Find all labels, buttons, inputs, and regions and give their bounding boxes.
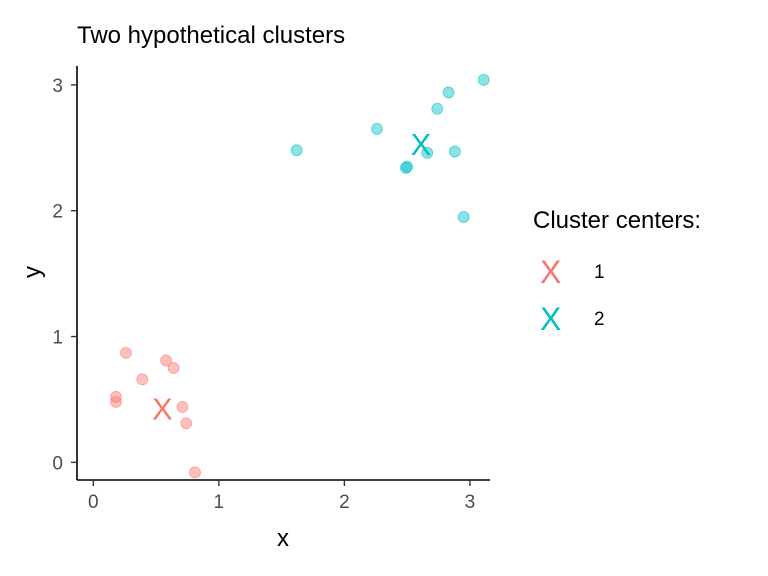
chart-title: Two hypothetical clusters: [77, 22, 346, 49]
data-point: [457, 211, 470, 223]
data-point: [371, 123, 383, 135]
legend-x-icon: X: [540, 254, 562, 290]
data-point: [110, 391, 122, 403]
data-point: [180, 417, 193, 430]
y-tick-label: 2: [52, 202, 63, 223]
cluster-center-marker: X: [411, 127, 432, 162]
centers-layer: XX: [152, 127, 432, 426]
x-tick-label: 1: [214, 492, 225, 513]
data-point: [477, 73, 490, 86]
data-point: [110, 396, 122, 408]
data-point: [167, 362, 180, 374]
data-point: [189, 466, 201, 479]
legend-x-icon: X: [540, 301, 562, 337]
y-axis-label: y: [19, 266, 46, 278]
y-tick-label: 0: [52, 453, 63, 474]
data-point: [160, 354, 173, 367]
data-point: [290, 144, 303, 157]
data-point: [431, 102, 444, 115]
x-tick-label: 0: [88, 492, 99, 513]
data-point: [401, 160, 414, 173]
cluster-center-marker: X: [152, 391, 173, 426]
y-axis-ticks: 0 1 2 3: [52, 76, 77, 474]
x-axis-label: x: [277, 525, 289, 552]
data-point: [421, 146, 434, 159]
x-tick-label: 2: [339, 492, 350, 513]
data-point: [120, 347, 132, 359]
y-tick-label: 3: [52, 76, 63, 97]
x-axis-ticks: 0 1 2 3: [88, 480, 475, 513]
data-point: [448, 145, 461, 158]
data-point: [442, 86, 455, 99]
y-tick-label: 1: [52, 328, 63, 349]
legend-label: 1: [594, 262, 605, 283]
data-point: [176, 401, 189, 413]
legend-label: 2: [594, 309, 605, 330]
data-point: [136, 373, 149, 386]
legend-title: Cluster centers:: [533, 207, 702, 234]
x-tick-label: 3: [465, 492, 476, 513]
points-layer: [110, 73, 490, 479]
